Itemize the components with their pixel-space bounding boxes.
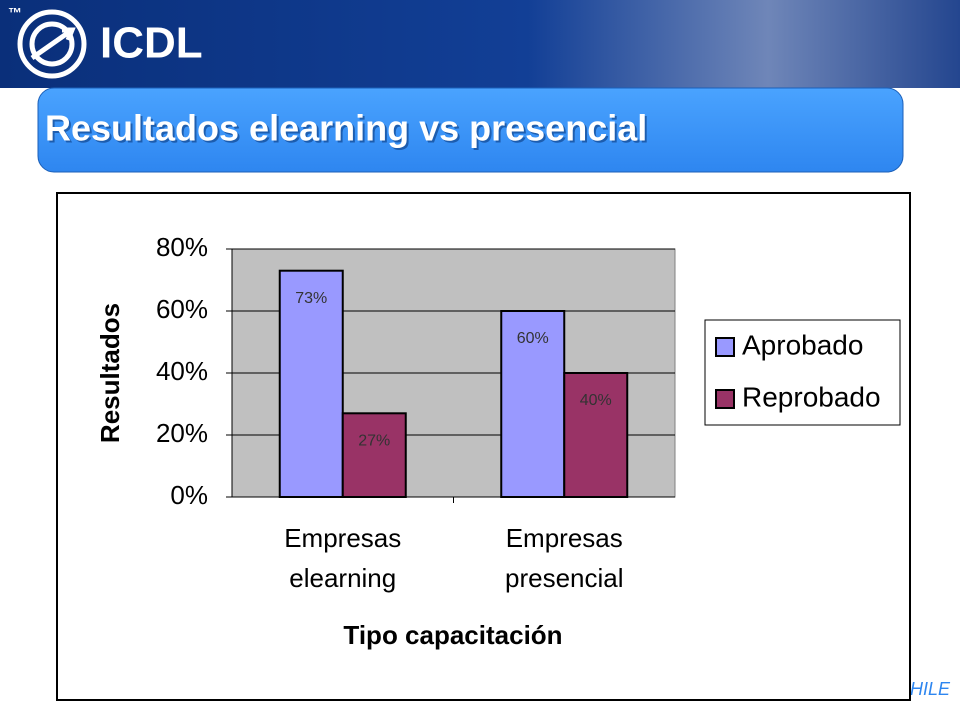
header-band bbox=[0, 0, 960, 88]
value-label: 73% bbox=[295, 290, 327, 307]
legend-label: Aprobado bbox=[742, 329, 863, 360]
y-tick-label: 40% bbox=[156, 356, 208, 386]
title-shadow: Resultados elearning vs presencial bbox=[47, 110, 649, 151]
y-tick-label: 20% bbox=[156, 418, 208, 448]
y-tick-label: 0% bbox=[170, 480, 208, 510]
bar bbox=[341, 412, 407, 498]
bar bbox=[278, 269, 344, 499]
y-tick-label: 80% bbox=[156, 232, 208, 262]
logo-icon bbox=[17, 9, 87, 79]
legend-label: Reprobado bbox=[742, 381, 881, 412]
slide-title: Resultados elearning vs presencial bbox=[45, 108, 647, 149]
legend-swatch bbox=[715, 389, 735, 409]
bar bbox=[563, 372, 629, 498]
chart: 0% 20% 40% 60% 80% Empresas elearning 73% 27% Emp… bbox=[95, 232, 901, 650]
footer-logo: HILE bbox=[910, 679, 951, 699]
legend-box bbox=[704, 319, 901, 426]
trademark: ™ bbox=[8, 5, 22, 21]
value-label: 40% bbox=[580, 392, 612, 409]
bar bbox=[500, 310, 566, 498]
x-tick-label: Empresas elearning bbox=[284, 523, 401, 593]
x-axis-label: Tipo capacitación bbox=[343, 620, 562, 650]
logo-text: ICDL bbox=[100, 19, 203, 68]
x-tick-label: Empresas presencial bbox=[505, 523, 624, 593]
value-label: 60% bbox=[517, 330, 549, 347]
y-axis-label: Resultados bbox=[95, 303, 125, 443]
y-tick-label: 60% bbox=[156, 294, 208, 324]
value-label: 27% bbox=[358, 433, 390, 450]
title-box bbox=[37, 87, 904, 173]
legend-swatch bbox=[715, 337, 735, 357]
